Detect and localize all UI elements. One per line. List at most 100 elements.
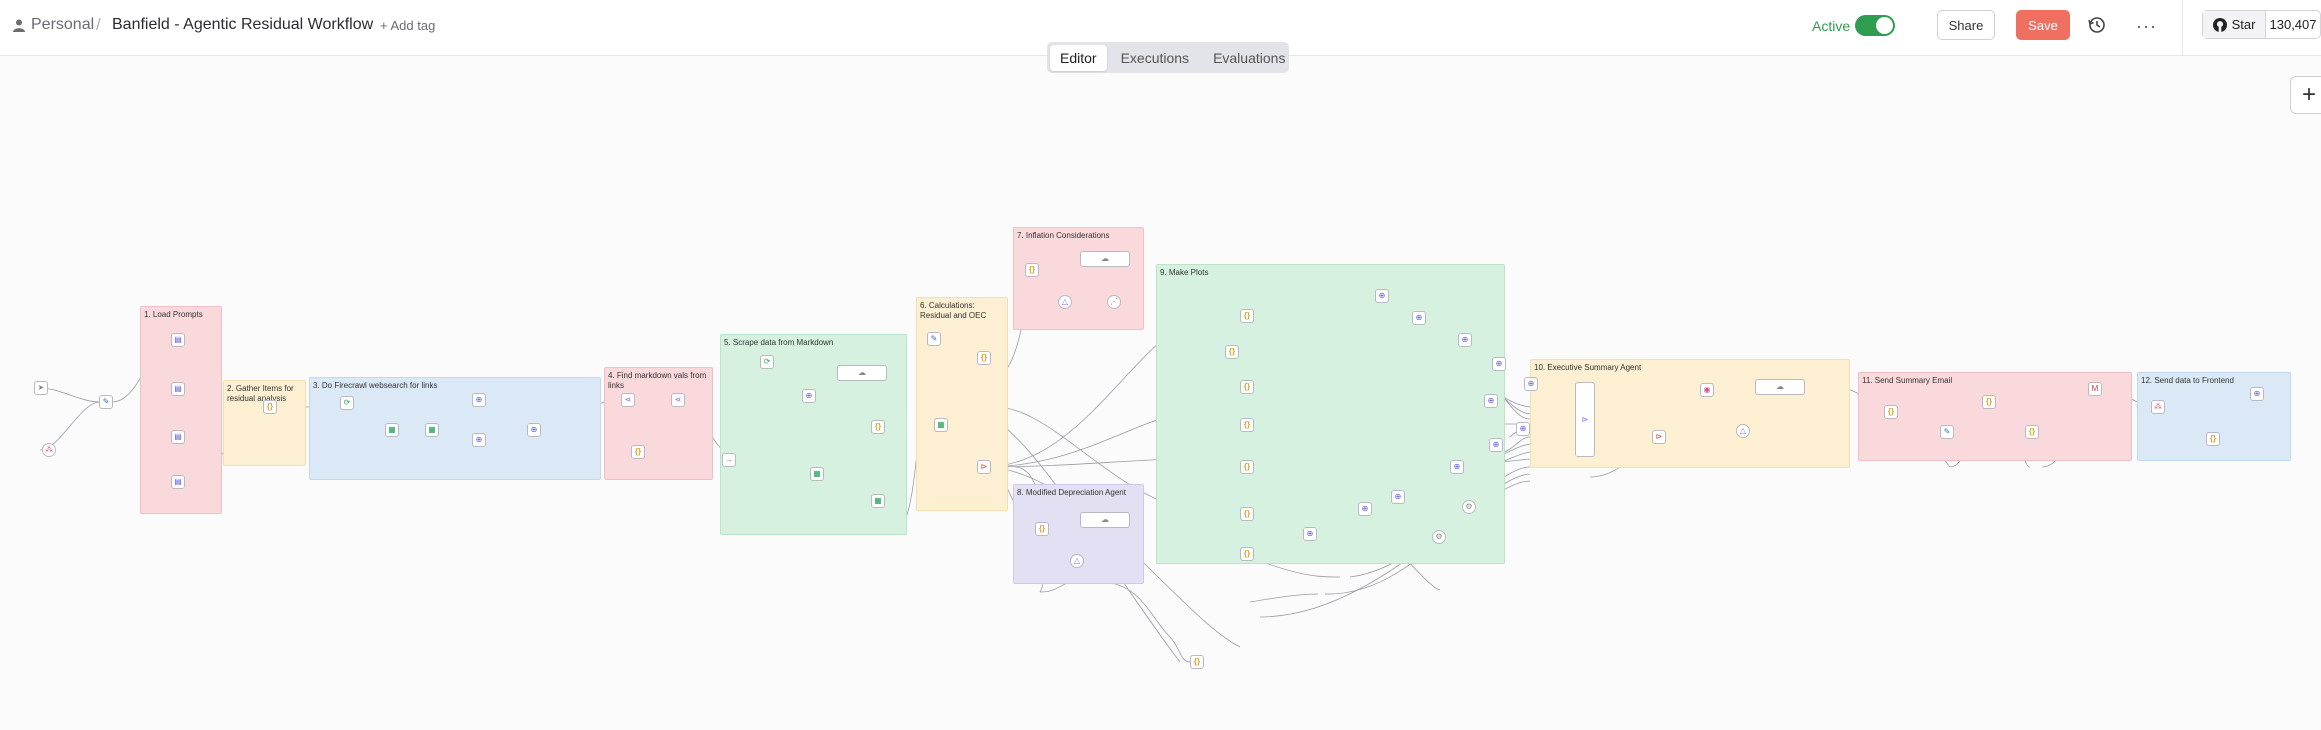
add-node-button[interactable]: + — [2290, 76, 2321, 114]
http-request-node[interactable]: ⊕ — [527, 423, 541, 437]
code-node[interactable]: {} — [1240, 380, 1254, 394]
history-icon[interactable] — [2086, 14, 2108, 36]
merge-node[interactable]: ⊳ — [1652, 430, 1666, 444]
ai-agent-node[interactable]: ☁ — [1755, 379, 1805, 395]
sticky-find-markdown[interactable]: 4. Find markdown vals from links — [604, 367, 713, 480]
sticky-calculations[interactable]: 6. Calculations: Residual and OEC — [916, 297, 1008, 511]
code-node[interactable]: {} — [1025, 263, 1039, 277]
active-toggle[interactable] — [1855, 15, 1895, 36]
workflow-title[interactable]: Banfield - Agentic Residual Workflow — [112, 16, 373, 34]
code-node[interactable]: {} — [1225, 345, 1239, 359]
sheets-node[interactable]: ▦ — [934, 418, 948, 432]
tab-editor[interactable]: Editor — [1050, 45, 1107, 71]
ai-agent-node[interactable]: ☁ — [837, 365, 887, 381]
model-node[interactable]: △ — [1736, 424, 1750, 438]
sticky-depreciation-agent[interactable]: 8. Modified Depreciation Agent — [1013, 484, 1144, 584]
workflow-canvas[interactable]: 1. Load Prompts 2. Gather Items for resi… — [0, 57, 2321, 730]
sticky-firecrawl-websearch[interactable]: 3. Do Firecrawl websearch for links — [309, 377, 601, 480]
http-request-node[interactable]: ⊕ — [2250, 387, 2264, 401]
http-request-node[interactable]: ⊕ — [472, 433, 486, 447]
add-tag-button[interactable]: + Add tag — [380, 18, 435, 33]
code-node[interactable]: {} — [1240, 309, 1254, 323]
sticky-inflation[interactable]: 7. Inflation Considerations — [1013, 227, 1144, 330]
http-request-node[interactable]: ⊕ — [1412, 311, 1426, 325]
code-node[interactable]: {} — [2025, 425, 2039, 439]
http-request-node[interactable]: ⊕ — [1458, 333, 1472, 347]
sticky-make-plots[interactable]: 9. Make Plots — [1156, 264, 1505, 564]
http-request-node[interactable]: ⊕ — [1484, 394, 1498, 408]
code-node[interactable]: {} — [977, 351, 991, 365]
view-tabs: Editor Executions Evaluations — [1047, 42, 1289, 73]
ai-agent-node[interactable]: ☁ — [1080, 512, 1130, 528]
http-request-node[interactable]: ⊕ — [472, 393, 486, 407]
document-icon: ▤ — [174, 433, 182, 441]
share-button[interactable]: Share — [1937, 10, 1995, 40]
tab-executions[interactable]: Executions — [1111, 45, 1199, 71]
http-request-node[interactable]: ⊕ — [1450, 460, 1464, 474]
code-node[interactable]: {} — [1240, 507, 1254, 521]
sticky-send-frontend[interactable]: 12. Send data to Frontend — [2137, 372, 2291, 461]
sheets-node[interactable]: ▦ — [385, 423, 399, 437]
webhook-response-node[interactable]: ⁂ — [2151, 400, 2165, 414]
filter-node[interactable]: ⋖ — [671, 393, 685, 407]
http-request-node[interactable]: ⊕ — [1516, 422, 1530, 436]
prompt-doc-node[interactable]: ▤ — [171, 430, 185, 444]
merge-node[interactable]: ⊳ — [1575, 382, 1595, 457]
aggregate-node[interactable]: ▦ — [810, 467, 824, 481]
code-node[interactable]: {} — [871, 420, 885, 434]
filter-icon: ⋖ — [625, 396, 632, 404]
sheets-node[interactable]: ▦ — [871, 494, 885, 508]
prompt-doc-node[interactable]: ▤ — [171, 475, 185, 489]
tab-evaluations[interactable]: Evaluations — [1203, 45, 1295, 71]
code-icon: {} — [1244, 421, 1250, 429]
parser-node[interactable]: ⋰ — [1107, 295, 1121, 309]
model-node[interactable]: △ — [1070, 554, 1084, 568]
github-star-widget[interactable]: Star 130,407 — [2202, 10, 2321, 39]
noop-node[interactable]: ⚙ — [1462, 500, 1476, 514]
manual-trigger-node[interactable]: ➤ — [34, 381, 48, 395]
code-node[interactable]: {} — [1240, 460, 1254, 474]
more-options-icon[interactable]: ··· — [2136, 16, 2157, 37]
set-fields-node[interactable]: ✎ — [1940, 425, 1954, 439]
loop-node[interactable]: ⟳ — [760, 355, 774, 369]
set-fields-node[interactable]: ✎ — [927, 332, 941, 346]
code-node[interactable]: {} — [1884, 405, 1898, 419]
code-node[interactable]: {} — [1190, 655, 1204, 669]
sticky-gather-items[interactable]: 2. Gather Items for residual analysis — [223, 380, 306, 466]
ai-agent-node[interactable]: ☁ — [1080, 251, 1130, 267]
model-node[interactable]: △ — [1058, 295, 1072, 309]
code-node[interactable]: {} — [2206, 432, 2220, 446]
noop-node[interactable]: → — [722, 453, 736, 467]
mcp-node[interactable]: ◉ — [1700, 383, 1714, 397]
code-node[interactable]: {} — [1240, 547, 1254, 561]
code-icon: {} — [1244, 463, 1250, 471]
code-node[interactable]: {} — [631, 445, 645, 459]
http-request-node[interactable]: ⊕ — [1489, 438, 1503, 452]
code-node[interactable]: {} — [1240, 418, 1254, 432]
http-request-node[interactable]: ⊕ — [1358, 502, 1372, 516]
code-node[interactable]: {} — [263, 400, 277, 414]
set-fields-node[interactable]: ✎ — [99, 395, 113, 409]
http-request-node[interactable]: ⊕ — [1375, 289, 1389, 303]
merge-icon: ⊳ — [981, 463, 988, 471]
http-request-node[interactable]: ⊕ — [1524, 377, 1538, 391]
http-request-node[interactable]: ⊕ — [802, 389, 816, 403]
code-node[interactable]: {} — [1982, 395, 1996, 409]
http-request-node[interactable]: ⊕ — [1492, 357, 1506, 371]
save-button[interactable]: Save — [2016, 10, 2070, 40]
gmail-node[interactable]: M — [2088, 382, 2102, 396]
prompt-doc-node[interactable]: ▤ — [171, 382, 185, 396]
globe-icon: ⊕ — [1528, 380, 1535, 388]
filter-node[interactable]: ⋖ — [621, 393, 635, 407]
http-request-node[interactable]: ⊕ — [1303, 527, 1317, 541]
sheets-node[interactable]: ▦ — [425, 423, 439, 437]
code-node[interactable]: {} — [1035, 522, 1049, 536]
merge-node[interactable]: ⊳ — [977, 460, 991, 474]
prompt-doc-node[interactable]: ▤ — [171, 333, 185, 347]
webhook-trigger-node[interactable]: ⁂ — [42, 443, 56, 457]
loop-node[interactable]: ⟳ — [340, 396, 354, 410]
http-request-node[interactable]: ⊕ — [1391, 490, 1405, 504]
github-star-button[interactable]: Star — [2203, 11, 2266, 38]
breadcrumb-personal[interactable]: Personal — [13, 16, 94, 34]
noop-node[interactable]: ⚙ — [1432, 530, 1446, 544]
